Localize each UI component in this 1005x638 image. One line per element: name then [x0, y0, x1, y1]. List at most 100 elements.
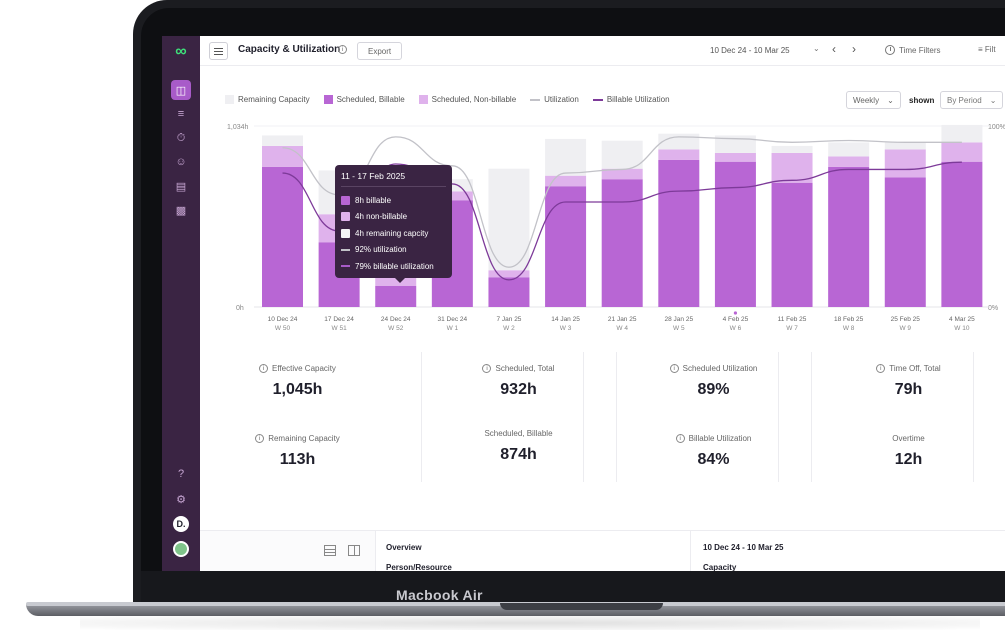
- x-tick-sublabel: W 51: [332, 325, 348, 332]
- stat-value: 84%: [697, 451, 730, 468]
- bar-scheduled-billable: [828, 166, 870, 307]
- info-icon[interactable]: i: [669, 364, 679, 373]
- bar-scheduled-billable: [771, 182, 813, 307]
- bar-scheduled-non-billable: [431, 191, 473, 201]
- board-icon[interactable]: ◫: [171, 80, 191, 100]
- legend-item-remaining[interactable]: Remaining Capacity: [225, 95, 310, 104]
- tooltip-line: [341, 265, 350, 268]
- split-view-icon[interactable]: [348, 545, 360, 556]
- export-button[interactable]: Export: [357, 42, 403, 60]
- legend-line: [592, 98, 603, 101]
- chart-legend: Remaining Capacity Scheduled, Billable S…: [225, 95, 670, 104]
- stat-time-off: i Time Off, Total 79h: [811, 364, 1005, 399]
- stat-scheduled-utilization: i Scheduled Utilization 89%: [616, 364, 811, 399]
- info-icon[interactable]: i: [259, 364, 269, 373]
- stats-panel: i Effective Capacity 1,045h i Remaining Ca…: [200, 352, 1005, 482]
- y-axis-right-top-label: 100%: [988, 124, 1005, 131]
- tooltip-swatch: [341, 228, 350, 238]
- app-screen: ∞ ◫ ≡ ⏱ ☺ ▤ ▩ ? ⚙ D. Capacity & Utilizat…: [162, 36, 1005, 571]
- timer-icon[interactable]: ⏱: [176, 131, 186, 144]
- stat-divider: [778, 352, 779, 482]
- tooltip-label: 8h billable: [355, 195, 392, 205]
- avatar-d[interactable]: D.: [171, 514, 191, 534]
- capacity-chart: 1,034h 0h 100% 0% 10 Dec 24 W 50 17 Dec 24 W 51…: [200, 114, 1005, 349]
- shown-label: shown: [909, 96, 935, 105]
- x-tick-label: 14 Jan 25: [551, 316, 580, 323]
- clipboard-icon[interactable]: ▤: [175, 180, 187, 193]
- bar-remaining-capacity: [941, 124, 983, 143]
- x-tick-label: 24 Dec 24: [381, 316, 411, 323]
- bar-scheduled-billable: [262, 166, 303, 307]
- bar-remaining-capacity: [828, 142, 870, 157]
- reports-icon[interactable]: ▩: [175, 204, 187, 217]
- chevron-down-icon: ⌄: [989, 95, 997, 105]
- bar-remaining-capacity: [601, 140, 643, 169]
- x-tick-sublabel: W 3: [560, 325, 572, 332]
- x-tick-sublabel: W 4: [616, 325, 628, 332]
- info-icon[interactable]: i: [255, 434, 265, 443]
- table-toolbar: [200, 531, 376, 571]
- x-tick-sublabel: W 52: [388, 325, 404, 332]
- bar-scheduled-non-billable: [828, 156, 870, 167]
- chevron-down-icon[interactable]: ⌄: [813, 44, 820, 53]
- legend-swatch: [418, 95, 428, 104]
- settings-icon[interactable]: ⚙: [176, 493, 186, 506]
- legend-swatch: [323, 95, 333, 104]
- logo-icon[interactable]: ∞: [175, 43, 187, 60]
- tooltip-label: 4h non-billable: [355, 212, 408, 222]
- y-axis-right-bottom-label: 0%: [988, 305, 998, 312]
- y-axis-top-label: 1,034h: [227, 124, 249, 131]
- x-tick-label: 7 Jan 25: [496, 316, 521, 323]
- chevron-left-icon[interactable]: ‹: [832, 42, 836, 56]
- x-tick-sublabel: W 8: [843, 325, 855, 332]
- legend-label: Scheduled, Non-billable: [431, 95, 517, 104]
- bar-scheduled-non-billable: [601, 168, 643, 180]
- menu-button[interactable]: [209, 42, 228, 60]
- legend-item-non-billable[interactable]: Scheduled, Non-billable: [418, 95, 517, 104]
- info-icon[interactable]: i: [338, 45, 347, 54]
- stat-value: 932h: [500, 381, 537, 398]
- selected-period-marker: [733, 311, 738, 315]
- legend-item-utilization[interactable]: Utilization: [530, 95, 579, 104]
- device-label: Macbook Air: [396, 587, 483, 603]
- stat-billable-utilization: i Billable Utilization 84%: [616, 434, 811, 469]
- tooltip-line: [341, 248, 350, 251]
- time-filters-button[interactable]: Time Filters: [885, 45, 940, 55]
- tasks-icon[interactable]: ≡: [177, 108, 185, 120]
- table-col-capacity[interactable]: Capacity: [703, 563, 737, 571]
- tooltip-label: 4h remaining capcity: [355, 228, 429, 238]
- filter-button[interactable]: ≡ Filt: [978, 45, 996, 54]
- x-tick-label: 17 Dec 24: [324, 316, 354, 323]
- avatar-user[interactable]: [171, 539, 191, 559]
- bar-remaining-capacity: [884, 142, 926, 150]
- line-utilization: [282, 136, 962, 268]
- page-title: Capacity & Utilization: [238, 44, 341, 55]
- stat-label: Billable Utilization: [688, 434, 752, 443]
- stat-divider: [616, 352, 617, 482]
- date-range[interactable]: 10 Dec 24 - 10 Mar 25: [710, 46, 790, 55]
- chevron-right-icon[interactable]: ›: [852, 42, 856, 56]
- laptop-notch: [500, 603, 663, 610]
- period-select[interactable]: By Period ⌄: [940, 91, 1004, 109]
- table-col-person[interactable]: Person/Resource: [386, 563, 452, 571]
- stat-remaining-capacity: i Remaining Capacity 113h: [200, 434, 395, 469]
- table-view-icon[interactable]: [324, 545, 336, 556]
- tooltip-title: 11 - 17 Feb 2025: [341, 171, 446, 187]
- stat-label: Scheduled, Billable: [484, 429, 553, 438]
- user-avatar-icon: [173, 541, 189, 557]
- help-icon[interactable]: ?: [177, 468, 185, 480]
- bar-scheduled-non-billable: [545, 175, 587, 187]
- stat-label: Effective Capacity: [272, 364, 336, 373]
- info-icon[interactable]: i: [876, 364, 886, 373]
- chevron-down-icon: ⌄: [887, 95, 894, 105]
- info-icon[interactable]: i: [675, 434, 685, 443]
- people-icon[interactable]: ☺: [175, 156, 187, 168]
- bar-scheduled-non-billable: [262, 145, 303, 167]
- granularity-select[interactable]: Weekly ⌄: [846, 91, 901, 109]
- tooltip-label: 92% utilization: [355, 245, 407, 255]
- legend-item-billable[interactable]: Scheduled, Billable: [323, 95, 405, 104]
- x-tick-sublabel: W 50: [275, 325, 291, 332]
- legend-item-billable-utilization[interactable]: Billable Utilization: [592, 95, 670, 104]
- info-icon[interactable]: i: [482, 364, 492, 373]
- tooltip-row: 4h remaining capcity: [341, 225, 446, 242]
